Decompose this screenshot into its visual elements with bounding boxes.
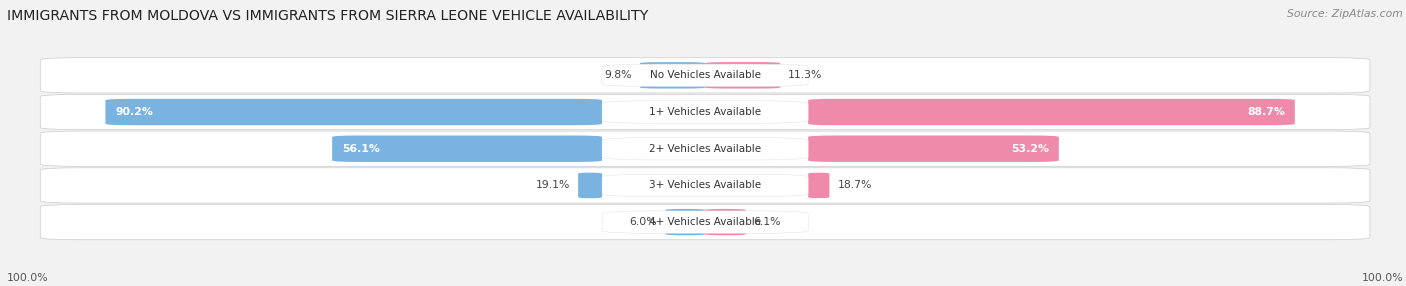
- FancyBboxPatch shape: [706, 209, 745, 235]
- FancyBboxPatch shape: [575, 172, 605, 198]
- Text: IMMIGRANTS FROM MOLDOVA VS IMMIGRANTS FROM SIERRA LEONE VEHICLE AVAILABILITY: IMMIGRANTS FROM MOLDOVA VS IMMIGRANTS FR…: [7, 9, 648, 23]
- FancyBboxPatch shape: [602, 174, 808, 197]
- Text: 19.1%: 19.1%: [536, 180, 571, 190]
- Text: 100.0%: 100.0%: [7, 273, 49, 283]
- FancyBboxPatch shape: [105, 99, 602, 125]
- FancyBboxPatch shape: [602, 138, 808, 160]
- Text: 56.1%: 56.1%: [342, 144, 380, 154]
- FancyBboxPatch shape: [665, 209, 706, 235]
- FancyBboxPatch shape: [808, 136, 1059, 162]
- Text: 88.7%: 88.7%: [1247, 107, 1285, 117]
- FancyBboxPatch shape: [808, 99, 1295, 125]
- FancyBboxPatch shape: [41, 94, 1369, 130]
- FancyBboxPatch shape: [602, 101, 808, 123]
- Text: 11.3%: 11.3%: [789, 70, 823, 80]
- Text: 90.2%: 90.2%: [115, 107, 153, 117]
- Text: 3+ Vehicles Available: 3+ Vehicles Available: [650, 180, 761, 190]
- Text: 6.1%: 6.1%: [754, 217, 782, 227]
- FancyBboxPatch shape: [41, 168, 1369, 203]
- FancyBboxPatch shape: [602, 211, 808, 233]
- Text: 1+ Vehicles Available: 1+ Vehicles Available: [650, 107, 761, 117]
- FancyBboxPatch shape: [41, 204, 1369, 240]
- Text: 53.2%: 53.2%: [1011, 144, 1049, 154]
- Text: 100.0%: 100.0%: [1361, 273, 1403, 283]
- FancyBboxPatch shape: [602, 64, 808, 87]
- Text: No Vehicles Available: No Vehicles Available: [650, 70, 761, 80]
- Text: 9.8%: 9.8%: [605, 70, 631, 80]
- FancyBboxPatch shape: [640, 62, 706, 89]
- FancyBboxPatch shape: [41, 58, 1369, 93]
- Text: 4+ Vehicles Available: 4+ Vehicles Available: [650, 217, 761, 227]
- FancyBboxPatch shape: [706, 62, 780, 89]
- Text: Source: ZipAtlas.com: Source: ZipAtlas.com: [1288, 9, 1403, 19]
- Text: 18.7%: 18.7%: [838, 180, 872, 190]
- FancyBboxPatch shape: [803, 172, 835, 198]
- FancyBboxPatch shape: [332, 136, 602, 162]
- Text: 6.0%: 6.0%: [630, 217, 657, 227]
- FancyBboxPatch shape: [41, 131, 1369, 166]
- Text: 2+ Vehicles Available: 2+ Vehicles Available: [650, 144, 761, 154]
